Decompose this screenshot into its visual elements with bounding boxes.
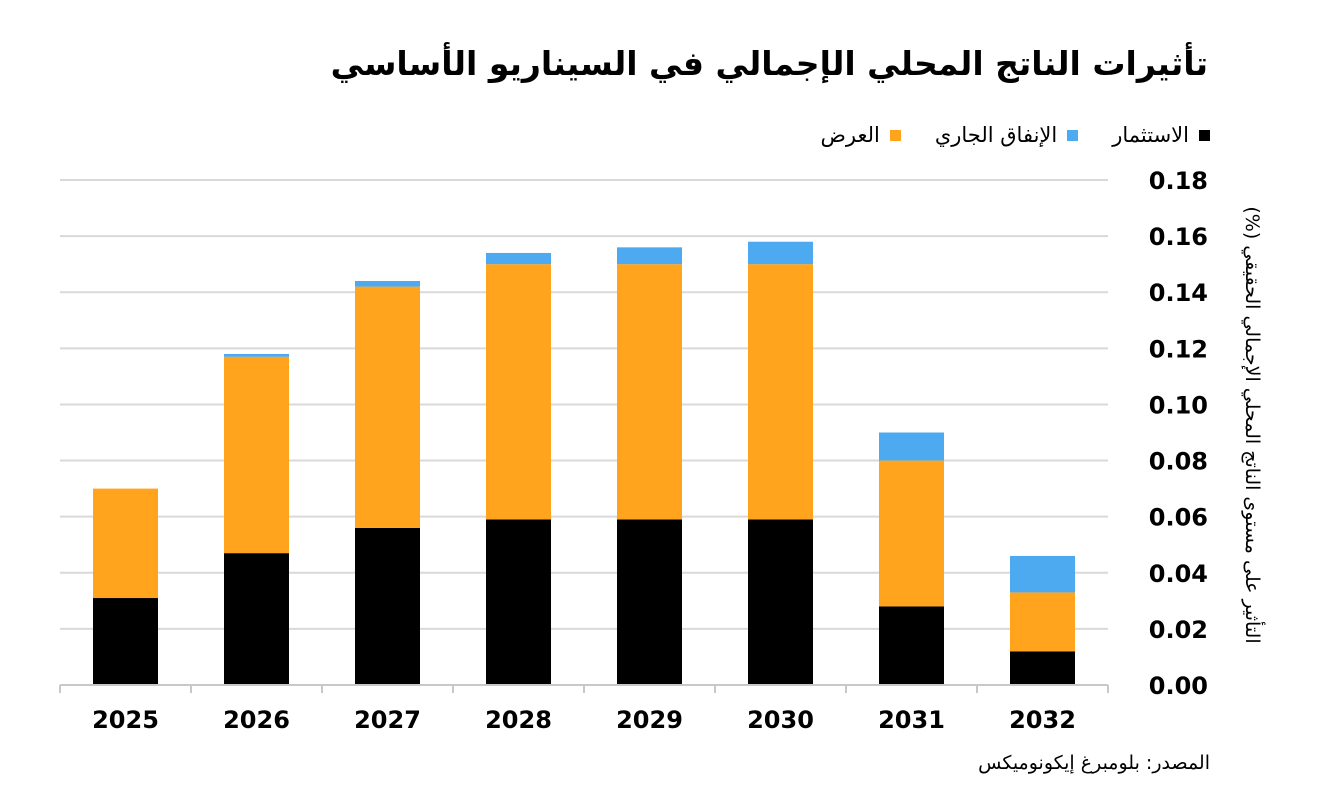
bars	[93, 241, 1075, 685]
x-axis: 2025 2026 2027 2028 2029 2030 2031 2032	[59, 684, 1109, 734]
y-tick-label: 0.02	[1149, 616, 1208, 644]
bar-segment-6-2	[879, 432, 944, 461]
bar-segment-2-2	[355, 281, 420, 287]
bar-segment-1-0	[224, 553, 289, 685]
y-tick-label: 0.12	[1149, 335, 1208, 363]
bar-segment-3-1	[486, 264, 551, 520]
bar-segment-5-2	[748, 241, 813, 265]
x-tick-label: 2026	[223, 706, 290, 734]
bar-segment-7-1	[1010, 592, 1075, 652]
legend-label: الإنفاق الجاري	[934, 123, 1058, 147]
x-tick-label: 2030	[747, 706, 814, 734]
legend-swatch	[889, 129, 901, 141]
x-tick-label: 2025	[92, 706, 159, 734]
x-tick-label: 2029	[616, 706, 683, 734]
chart-title: تأثيرات الناتج المحلي الإجمالي في السينا…	[330, 44, 1209, 83]
bar-segment-4-1	[617, 264, 682, 520]
y-tick-label: 0.14	[1149, 279, 1208, 307]
y-tick-label: 0.06	[1149, 504, 1208, 532]
x-tick-label: 2028	[485, 706, 552, 734]
legend-label: العرض	[820, 123, 880, 147]
bar-segment-0-0	[93, 598, 158, 685]
bar-segment-1-1	[224, 356, 289, 554]
y-tick-label: 0.10	[1149, 391, 1208, 419]
legend-swatch	[1199, 129, 1210, 141]
bar-segment-7-2	[1010, 555, 1075, 593]
bar-segment-2-0	[355, 527, 420, 685]
x-tick-label: 2032	[1009, 706, 1076, 734]
bar-segment-0-1	[93, 488, 158, 599]
bar-segment-2-1	[355, 286, 420, 528]
y-tick-label: 0.08	[1149, 448, 1208, 476]
x-tick-label: 2031	[878, 706, 945, 734]
legend-item: العرض	[820, 123, 901, 147]
x-tick-label: 2027	[354, 706, 421, 734]
bar-segment-7-0	[1010, 651, 1075, 685]
bar-segment-1-2	[224, 353, 289, 357]
bar-segment-4-0	[617, 519, 682, 685]
legend-item: الإنفاق الجاري	[934, 123, 1079, 147]
legend-label: الاستثمار	[1112, 123, 1189, 147]
bar-segment-6-0	[879, 606, 944, 685]
source-note: المصدر: بلومبرغ إيكونوميكس	[978, 752, 1210, 774]
y-tick-label: 0.16	[1149, 223, 1208, 251]
gridlines	[60, 179, 1108, 630]
y-axis: 0.00 0.02 0.04 0.06 0.08 0.10 0.12 0.14 0.16 0.18	[1149, 167, 1208, 700]
bar-segment-3-2	[486, 252, 551, 265]
y-tick-label: 0.04	[1149, 560, 1208, 588]
legend-swatch	[1067, 129, 1079, 141]
bar-segment-5-0	[748, 519, 813, 685]
legend: الاستثمار الإنفاق الجاري العرض	[820, 123, 1210, 147]
y-tick-label: 0.00	[1149, 672, 1208, 700]
bar-segment-6-1	[879, 460, 944, 607]
y-tick-label: 0.18	[1149, 167, 1208, 195]
bar-segment-3-0	[486, 519, 551, 685]
bar-segment-5-1	[748, 264, 813, 520]
legend-item: الاستثمار	[1112, 123, 1210, 147]
bar-segment-4-2	[617, 247, 682, 265]
